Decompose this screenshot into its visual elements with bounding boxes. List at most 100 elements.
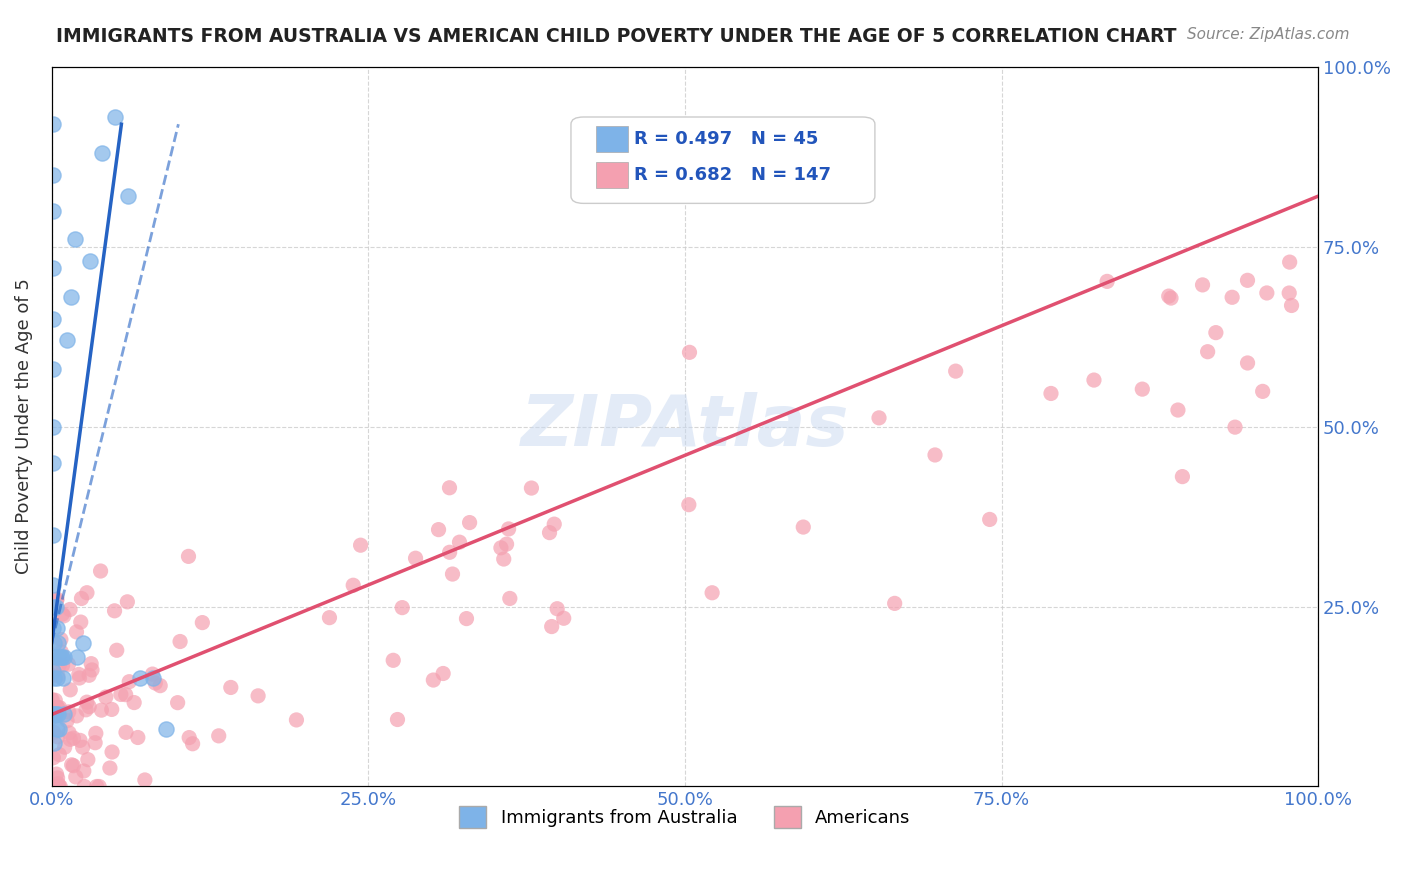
Americans	[422, 673, 444, 687]
Americans	[42, 725, 65, 739]
Immigrants from Australia	[42, 117, 65, 131]
Americans	[427, 523, 450, 537]
Americans	[247, 689, 270, 703]
Americans	[342, 578, 364, 592]
Americans	[42, 750, 65, 764]
Americans	[73, 780, 96, 794]
Americans	[59, 682, 82, 697]
Americans	[498, 522, 520, 536]
Americans	[105, 643, 128, 657]
Americans	[439, 481, 461, 495]
Immigrants from Australia	[46, 707, 69, 722]
Immigrants from Australia	[45, 599, 67, 614]
Americans	[543, 517, 565, 532]
Immigrants from Australia	[44, 635, 66, 649]
Americans	[59, 602, 82, 616]
Immigrants from Australia	[45, 621, 67, 635]
Americans	[143, 676, 166, 690]
Americans	[45, 780, 67, 794]
Americans	[48, 658, 70, 673]
Americans	[44, 693, 66, 707]
Americans	[1171, 469, 1194, 483]
Americans	[49, 632, 72, 647]
Americans	[80, 657, 103, 671]
Americans	[69, 615, 91, 629]
Americans	[495, 537, 517, 551]
Americans	[553, 611, 575, 625]
Americans	[122, 696, 145, 710]
Americans	[98, 761, 121, 775]
Americans	[58, 657, 80, 672]
Americans	[49, 780, 72, 794]
Y-axis label: Child Poverty Under the Age of 5: Child Poverty Under the Age of 5	[15, 278, 32, 574]
Americans	[169, 634, 191, 648]
Americans	[678, 345, 700, 359]
Americans	[51, 607, 73, 621]
Americans	[65, 624, 87, 639]
Americans	[67, 667, 90, 681]
Immigrants from Australia	[42, 168, 65, 182]
Americans	[1223, 420, 1246, 434]
Americans	[405, 551, 427, 566]
Americans	[52, 608, 75, 623]
Immigrants from Australia	[51, 649, 73, 664]
Americans	[67, 671, 90, 685]
Immigrants from Australia	[42, 419, 65, 434]
Americans	[76, 695, 98, 709]
Immigrants from Australia	[129, 672, 152, 686]
Immigrants from Australia	[142, 672, 165, 686]
Americans	[1220, 290, 1243, 304]
Americans	[84, 726, 107, 740]
Americans	[1160, 291, 1182, 305]
Americans	[77, 668, 100, 682]
Americans	[382, 653, 405, 667]
Immigrants from Australia	[66, 649, 89, 664]
Immigrants from Australia	[44, 672, 66, 686]
Americans	[114, 688, 136, 702]
Immigrants from Australia	[42, 261, 65, 276]
Immigrants from Australia	[79, 254, 101, 268]
Americans	[439, 545, 461, 559]
Americans	[100, 702, 122, 716]
Immigrants from Australia	[42, 203, 65, 218]
Americans	[62, 731, 84, 745]
Americans	[432, 666, 454, 681]
Americans	[1039, 386, 1062, 401]
Americans	[700, 586, 723, 600]
Americans	[90, 564, 112, 578]
Americans	[60, 757, 83, 772]
Americans	[678, 498, 700, 512]
Immigrants from Australia	[42, 527, 65, 541]
Americans	[177, 549, 200, 564]
FancyBboxPatch shape	[596, 127, 628, 152]
Americans	[1095, 274, 1118, 288]
Americans	[46, 771, 69, 785]
Americans	[979, 512, 1001, 526]
Americans	[58, 705, 80, 719]
Americans	[41, 668, 63, 682]
Americans	[208, 729, 231, 743]
Immigrants from Australia	[45, 722, 67, 736]
Immigrants from Australia	[42, 707, 65, 722]
Americans	[118, 674, 141, 689]
Americans	[110, 688, 132, 702]
Americans	[1205, 326, 1227, 340]
Immigrants from Australia	[91, 146, 114, 161]
Americans	[52, 658, 75, 673]
Americans	[94, 690, 117, 704]
Immigrants from Australia	[46, 635, 69, 649]
Americans	[219, 681, 242, 695]
Americans	[349, 538, 371, 552]
Immigrants from Australia	[155, 722, 177, 736]
Americans	[456, 611, 478, 625]
Text: R = 0.682   N = 147: R = 0.682 N = 147	[634, 166, 831, 184]
Immigrants from Australia	[45, 649, 67, 664]
Americans	[41, 692, 63, 706]
Text: Source: ZipAtlas.com: Source: ZipAtlas.com	[1187, 27, 1350, 42]
Immigrants from Australia	[63, 232, 86, 246]
Text: ZIPAtlas: ZIPAtlas	[520, 392, 849, 461]
Americans	[84, 736, 107, 750]
Americans	[1167, 403, 1189, 417]
Immigrants from Australia	[53, 649, 76, 664]
Americans	[76, 753, 98, 767]
